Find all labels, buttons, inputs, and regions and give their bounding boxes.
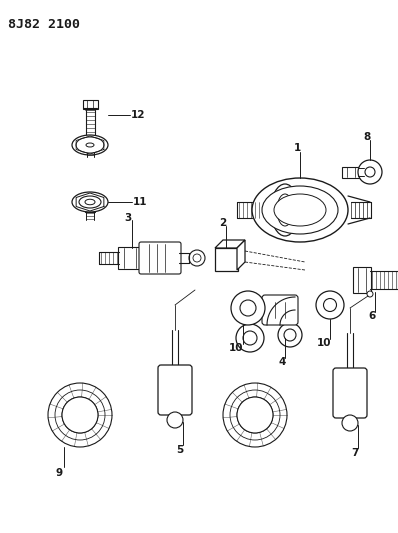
Text: 8: 8 (363, 132, 371, 142)
Circle shape (367, 291, 373, 297)
Ellipse shape (72, 135, 108, 155)
Ellipse shape (252, 178, 348, 242)
Ellipse shape (243, 331, 257, 345)
Ellipse shape (262, 186, 338, 234)
Ellipse shape (237, 397, 273, 433)
FancyBboxPatch shape (215, 247, 238, 271)
Text: 6: 6 (369, 311, 376, 321)
Text: 10: 10 (317, 338, 331, 348)
FancyBboxPatch shape (333, 368, 367, 418)
Ellipse shape (62, 397, 98, 433)
Ellipse shape (48, 383, 112, 447)
Ellipse shape (236, 324, 264, 352)
FancyBboxPatch shape (158, 365, 192, 415)
Ellipse shape (231, 291, 265, 325)
Ellipse shape (324, 298, 336, 311)
FancyBboxPatch shape (341, 166, 361, 177)
PathPatch shape (260, 302, 295, 318)
Ellipse shape (76, 137, 104, 153)
Ellipse shape (79, 196, 101, 208)
Ellipse shape (237, 397, 273, 433)
Text: 5: 5 (176, 445, 183, 455)
FancyBboxPatch shape (139, 242, 181, 274)
Ellipse shape (85, 199, 95, 205)
Ellipse shape (240, 300, 256, 316)
Ellipse shape (62, 397, 98, 433)
Text: 8J82 2100: 8J82 2100 (8, 18, 80, 31)
FancyBboxPatch shape (82, 100, 98, 109)
Text: 4: 4 (278, 357, 286, 367)
Circle shape (193, 254, 201, 262)
Ellipse shape (274, 194, 326, 226)
Ellipse shape (278, 323, 302, 347)
Ellipse shape (277, 194, 293, 226)
Ellipse shape (223, 383, 287, 447)
Text: 3: 3 (124, 213, 132, 223)
Text: 11: 11 (133, 197, 148, 207)
Polygon shape (215, 240, 245, 248)
Text: 7: 7 (351, 448, 359, 458)
FancyBboxPatch shape (262, 295, 298, 325)
Circle shape (342, 415, 358, 431)
Polygon shape (237, 240, 245, 270)
Ellipse shape (55, 390, 105, 440)
Ellipse shape (86, 143, 94, 147)
Circle shape (167, 412, 183, 428)
Ellipse shape (72, 192, 108, 212)
Ellipse shape (316, 291, 344, 319)
Ellipse shape (284, 329, 296, 341)
FancyBboxPatch shape (118, 247, 142, 269)
FancyBboxPatch shape (353, 267, 371, 293)
Ellipse shape (358, 160, 382, 184)
Text: 1: 1 (293, 143, 300, 153)
Ellipse shape (271, 184, 299, 236)
Circle shape (189, 250, 205, 266)
Ellipse shape (365, 167, 375, 177)
Ellipse shape (230, 390, 280, 440)
Text: 12: 12 (131, 110, 146, 120)
Text: 2: 2 (219, 218, 226, 228)
Text: 9: 9 (55, 468, 62, 478)
Text: 10: 10 (229, 343, 243, 353)
